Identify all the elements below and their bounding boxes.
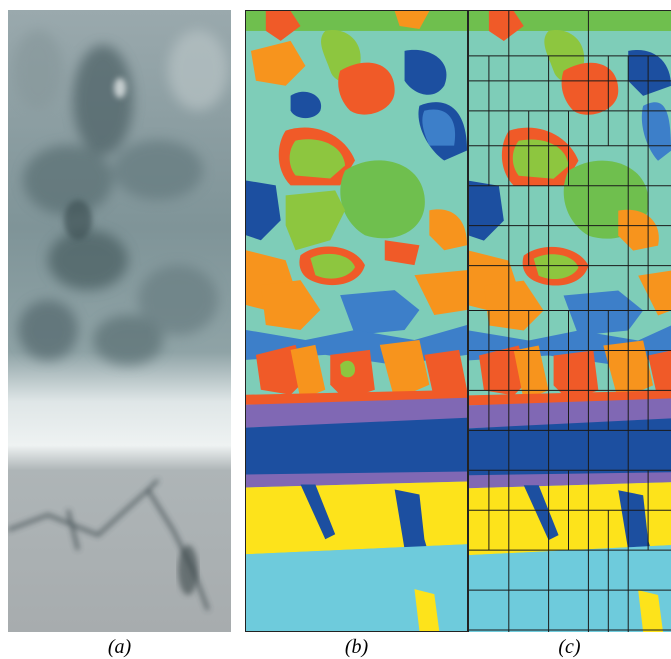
photo-panel [8,10,231,632]
segmentation-map [246,11,467,631]
photo-image [8,10,231,632]
quadtree-panel [468,10,671,632]
caption-c: (c) [558,636,581,658]
quadtree-map [469,11,671,632]
caption-a: (a) [107,636,132,658]
segmentation-panel [245,10,468,632]
caption-b: (b) [344,636,369,658]
quadtree-grid [469,11,671,632]
